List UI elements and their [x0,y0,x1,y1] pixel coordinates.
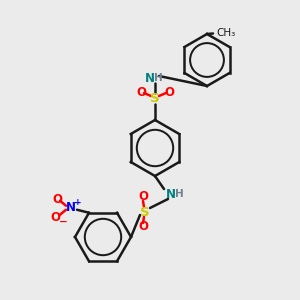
Text: O: O [164,85,174,98]
Text: O: O [52,193,62,206]
Text: N: N [166,188,176,200]
Text: O: O [138,220,148,233]
Text: O: O [136,85,146,98]
Text: S: S [140,206,150,218]
Text: H: H [154,73,162,83]
Text: −: − [58,217,68,227]
Text: N: N [66,201,76,214]
Text: H: H [175,189,183,199]
Text: S: S [150,92,160,104]
Text: CH₃: CH₃ [216,28,235,38]
Text: +: + [74,198,82,207]
Text: O: O [138,190,148,203]
Text: N: N [145,71,155,85]
Text: O: O [50,211,60,224]
